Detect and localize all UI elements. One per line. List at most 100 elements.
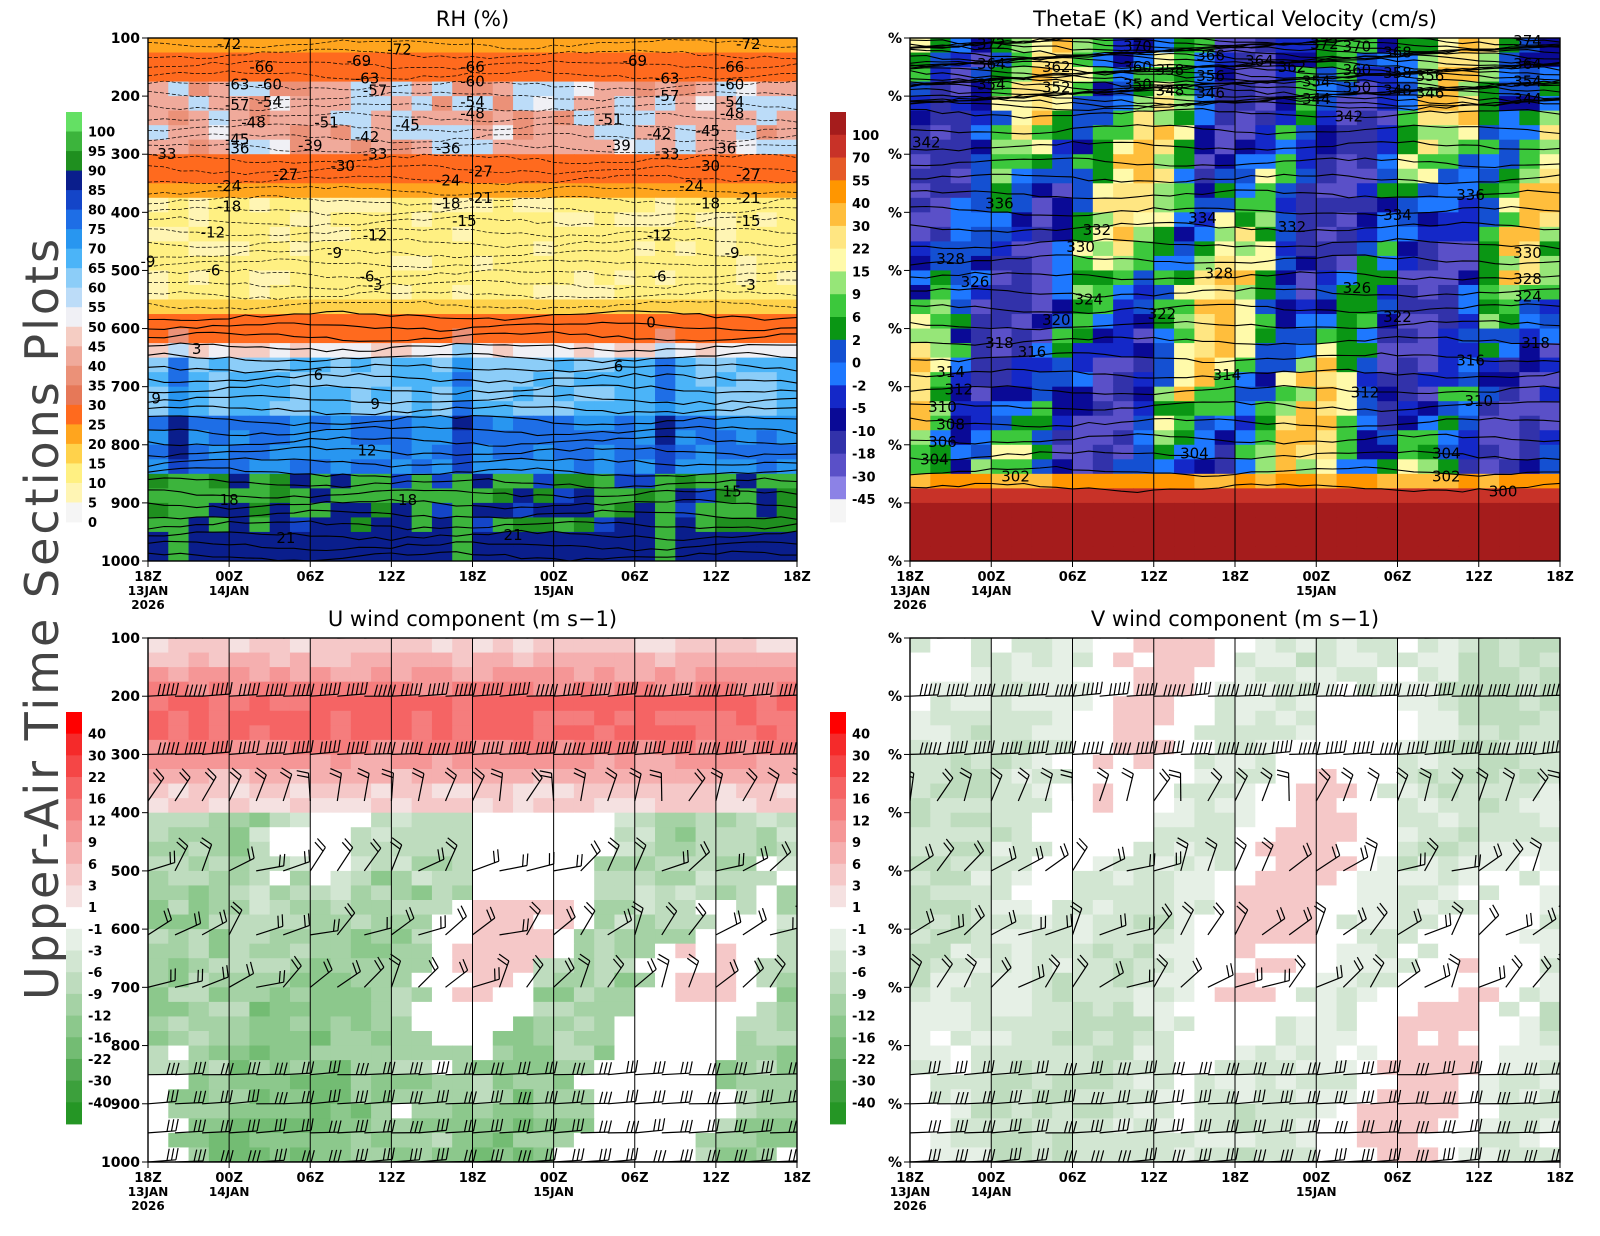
vwind-cell [1519, 1001, 1541, 1018]
vwind-cell [1499, 987, 1520, 1003]
thetae-cell [991, 430, 1013, 446]
vwind-cell [950, 885, 972, 901]
thetae-cell [1011, 459, 1033, 475]
uwind-cell [452, 1060, 474, 1076]
uwind-cell [148, 1045, 169, 1061]
rh-cell [634, 488, 656, 504]
uwind-cell [431, 638, 453, 654]
rh-cell [188, 284, 210, 301]
thetae-cell [1539, 110, 1560, 126]
thetae-cell [1235, 314, 1256, 330]
vwind-cell [1438, 652, 1460, 668]
vwind-cell [1377, 638, 1399, 654]
uwind-cell [573, 1132, 595, 1149]
rh-cell [736, 226, 758, 242]
thetae-cell [1295, 197, 1317, 213]
uwind-cell [492, 725, 514, 741]
rh-cell [492, 488, 514, 504]
rh-cell [310, 168, 332, 184]
rh-cell [573, 168, 595, 184]
rh-cell [452, 38, 474, 54]
vwind-cell [1336, 798, 1358, 814]
uwind-cell [614, 1001, 636, 1018]
vwind-cell [1438, 841, 1460, 857]
uwind-cell [411, 870, 433, 887]
rh-cell [289, 343, 311, 359]
rh-cell [249, 52, 271, 68]
rh-cell [310, 517, 332, 533]
thetae-cell [1214, 473, 1236, 489]
thetae-cell [1214, 328, 1236, 344]
rh-cell [452, 183, 474, 199]
rh-cell [675, 96, 697, 112]
uwind-cell [269, 725, 291, 741]
uwind-cell [269, 929, 291, 945]
vwind-cell [1194, 739, 1216, 756]
vwind-cell [970, 943, 992, 959]
vwind-cell [1214, 1045, 1236, 1061]
thetae-cell [1194, 168, 1216, 184]
thetae-cell [1499, 415, 1520, 431]
rh-cell [715, 38, 737, 54]
rh-cell [573, 459, 595, 475]
uwind-cell [472, 652, 494, 668]
rh-cell [330, 168, 352, 184]
thetae-field [910, 38, 1560, 561]
uwind-cell [208, 841, 230, 857]
rh-cell [756, 212, 778, 228]
uwind-cell [168, 914, 190, 930]
uwind-barb-flag [333, 682, 337, 695]
vwind-cell [1214, 1001, 1236, 1018]
uwind-cell [594, 1103, 616, 1119]
vwind-cell [1397, 1016, 1419, 1032]
uwind-cell [350, 987, 372, 1003]
thetae-cell [1275, 212, 1297, 228]
rh-cell [715, 125, 737, 141]
uwind-cell [594, 870, 616, 887]
thetae-cell [1194, 343, 1216, 359]
thetae-cell [1194, 241, 1216, 257]
vwind-cell [1417, 972, 1439, 988]
thetae-cell [1397, 226, 1419, 242]
thetae-cell [1255, 401, 1277, 417]
vwind-cell [1011, 652, 1033, 668]
rh-cell [330, 517, 352, 533]
thetae-cell [1255, 284, 1277, 301]
uwind-barb-flag [825, 624, 827, 636]
uwind-cell [776, 798, 797, 814]
thetae-cell [1072, 255, 1094, 272]
uwind-cell [249, 1132, 271, 1149]
rh-cell [310, 183, 332, 199]
vwind-cell [1072, 987, 1094, 1003]
rh-cell [289, 459, 311, 475]
thetae-cell [1295, 473, 1317, 489]
thetae-cell [1417, 531, 1439, 548]
thetae-cell [1499, 139, 1520, 155]
uwind-cell [208, 798, 230, 814]
uwind-cell [452, 798, 474, 814]
vwind-cell [1478, 987, 1500, 1003]
vwind-cell [970, 885, 992, 901]
rh-cell [208, 488, 230, 504]
rh-cell [553, 517, 575, 533]
rh-cell [289, 241, 311, 257]
vwind-cell [1052, 1031, 1074, 1047]
vwind-cell [1336, 827, 1358, 843]
vwind-cell [1499, 638, 1520, 654]
thetae-cell [1377, 154, 1399, 170]
rh-cell [756, 386, 778, 402]
rh-cell [371, 255, 392, 272]
rh-cell [249, 241, 271, 257]
uwind-cell [452, 638, 474, 654]
uwind-cell [675, 1103, 697, 1119]
thetae-cell [1052, 270, 1074, 286]
rh-cell [310, 386, 332, 402]
vwind-cell [970, 638, 992, 654]
vwind-cell [1316, 885, 1338, 901]
thetae-cell [1214, 386, 1236, 402]
rh-cell [249, 517, 271, 533]
thetae-cell [1377, 183, 1399, 199]
rh-cell [634, 502, 656, 519]
vwind-cell [1031, 769, 1053, 785]
vwind-cell [1133, 1045, 1155, 1061]
